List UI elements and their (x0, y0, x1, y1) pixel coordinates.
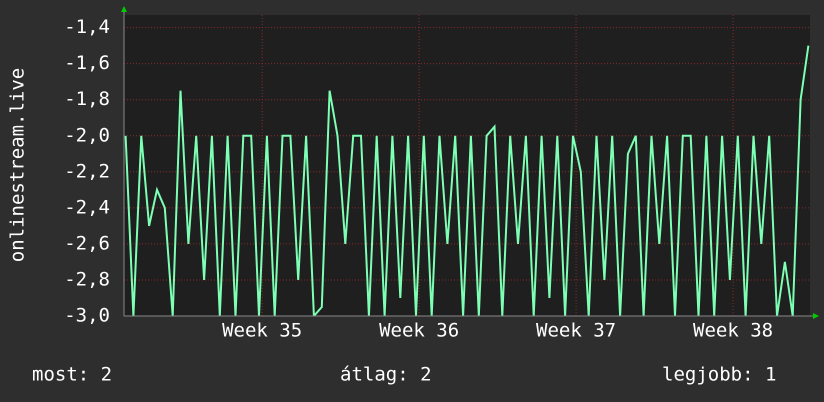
y-tick-label: -3,0 (64, 305, 110, 327)
y-tick-label: -1,6 (64, 52, 110, 74)
y-tick-label: -2,6 (64, 232, 110, 254)
y-arrow (121, 6, 127, 12)
y-tick-label: -2,2 (64, 160, 110, 182)
x-tick-label: Week 35 (222, 320, 302, 342)
x-tick-label: Week 37 (536, 320, 616, 342)
data-line (124, 45, 810, 316)
lines (124, 45, 810, 316)
y-axis-label: onlinestream.live (7, 68, 29, 262)
y-tick-label: -2,8 (64, 268, 110, 290)
y-tick-label: -1,8 (64, 88, 110, 110)
x-tick-label: Week 38 (693, 320, 773, 342)
y-tick-label: -2,4 (64, 196, 110, 218)
footer-best: legjobb: 1 (662, 364, 776, 386)
x-tick-label: Week 36 (379, 320, 459, 342)
x-arrow (813, 313, 819, 319)
y-tick-label: -2,0 (64, 124, 110, 146)
footer-average: átlag: 2 (340, 364, 432, 386)
y-tick-label: -1,4 (64, 16, 110, 38)
footer-current: most: 2 (32, 364, 112, 386)
